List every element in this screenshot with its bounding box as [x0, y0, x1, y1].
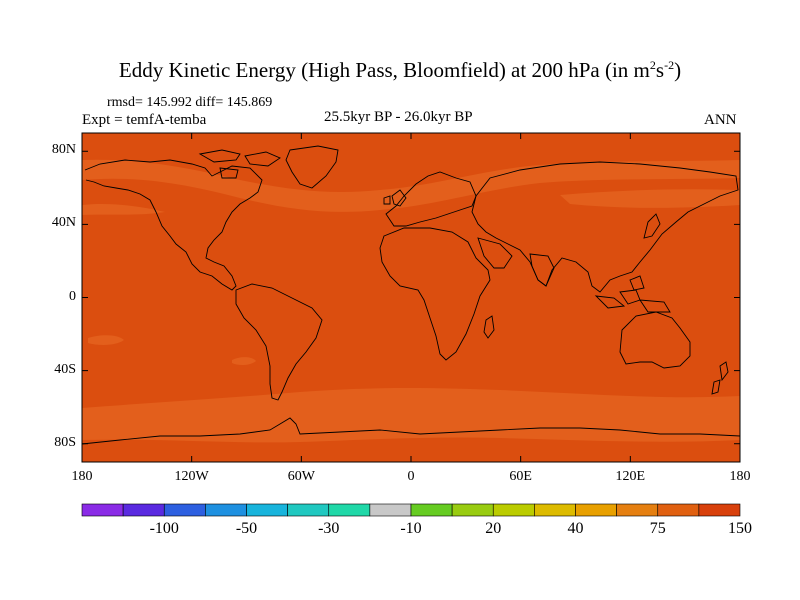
colorbar-swatch	[163, 503, 206, 517]
colorbar-swatch	[287, 503, 330, 517]
coast-se-asia-islands	[594, 275, 671, 313]
map-title: Eddy Kinetic Energy (High Pass, Bloomfie…	[118, 58, 682, 82]
north-band-west	[82, 203, 165, 215]
south-storm-track	[82, 388, 740, 443]
lon-tick-label: 180	[71, 469, 93, 484]
colorbar-label: 75	[649, 520, 666, 537]
coast-japan	[643, 213, 661, 239]
colorbar-label: -30	[318, 520, 340, 537]
coastlines	[81, 145, 741, 445]
colorbar	[81, 503, 741, 517]
colorbar-swatch	[534, 503, 576, 517]
lon-tick-label: 60W	[287, 469, 315, 484]
lat-tick-label: 80N	[51, 142, 76, 158]
colorbar-label: -50	[235, 520, 258, 537]
lat-tick-label: 80S	[54, 434, 76, 450]
coast-madagascar	[483, 315, 495, 339]
axis-ticks	[81, 133, 741, 462]
colorbar-swatch	[81, 503, 124, 517]
energy-field	[82, 133, 740, 462]
coast-arabia	[477, 237, 513, 269]
experiment-label: Expt = temfA-temba	[82, 112, 207, 128]
coast-africa	[379, 227, 491, 361]
colorbar-swatch	[122, 503, 165, 517]
colorbar-label: -100	[149, 520, 179, 537]
coast-new-zealand	[711, 361, 729, 395]
colorbar-swatch	[698, 503, 741, 517]
colorbar-swatch	[657, 503, 700, 517]
lon-tick-label: 120E	[615, 469, 646, 484]
colorbar-swatch	[575, 503, 617, 517]
coast-australia	[619, 311, 691, 369]
lon-tick-label: 120W	[174, 469, 209, 484]
colorbar-swatch	[328, 503, 371, 517]
season-label: ANN	[704, 112, 737, 128]
coast-north-america	[84, 159, 263, 291]
colorbar-swatch	[451, 503, 494, 517]
colorbar-swatch	[616, 503, 659, 517]
lon-tick-label: 180	[729, 469, 751, 484]
lat-tick-label: 0	[69, 288, 76, 304]
coast-greenland	[285, 145, 339, 189]
colorbar-swatch	[369, 503, 412, 517]
lat-tick-label: 40N	[51, 215, 76, 231]
lon-tick-label: 0	[407, 469, 415, 484]
coast-south-america	[235, 283, 323, 401]
north-storm-track	[82, 159, 740, 212]
north-band-east	[560, 189, 740, 208]
lon-tick-label: 60E	[509, 469, 532, 484]
period-label: 25.5kyr BP - 26.0kyr BP	[324, 109, 473, 125]
colorbar-swatch	[246, 503, 288, 517]
lat-tick-label: 40S	[54, 361, 76, 377]
stats-label: rmsd= 145.992 diff= 145.869	[107, 95, 273, 110]
colorbar-label: -10	[400, 520, 422, 537]
colorbar-swatch	[492, 503, 535, 517]
colorbar-swatch	[205, 503, 247, 517]
colorbar-label: 40	[567, 520, 584, 537]
coast-antarctica	[81, 417, 741, 445]
colorbar-swatch	[410, 503, 453, 517]
colorbar-label: 150	[728, 520, 752, 537]
coast-india	[529, 253, 555, 287]
coast-british-isles	[383, 189, 407, 207]
colorbar-label: 20	[485, 520, 502, 537]
atlantic-south-patch	[232, 357, 256, 366]
coast-asia	[471, 161, 739, 293]
pacific-patch	[88, 335, 124, 345]
coast-arctic-islands	[198, 149, 281, 179]
